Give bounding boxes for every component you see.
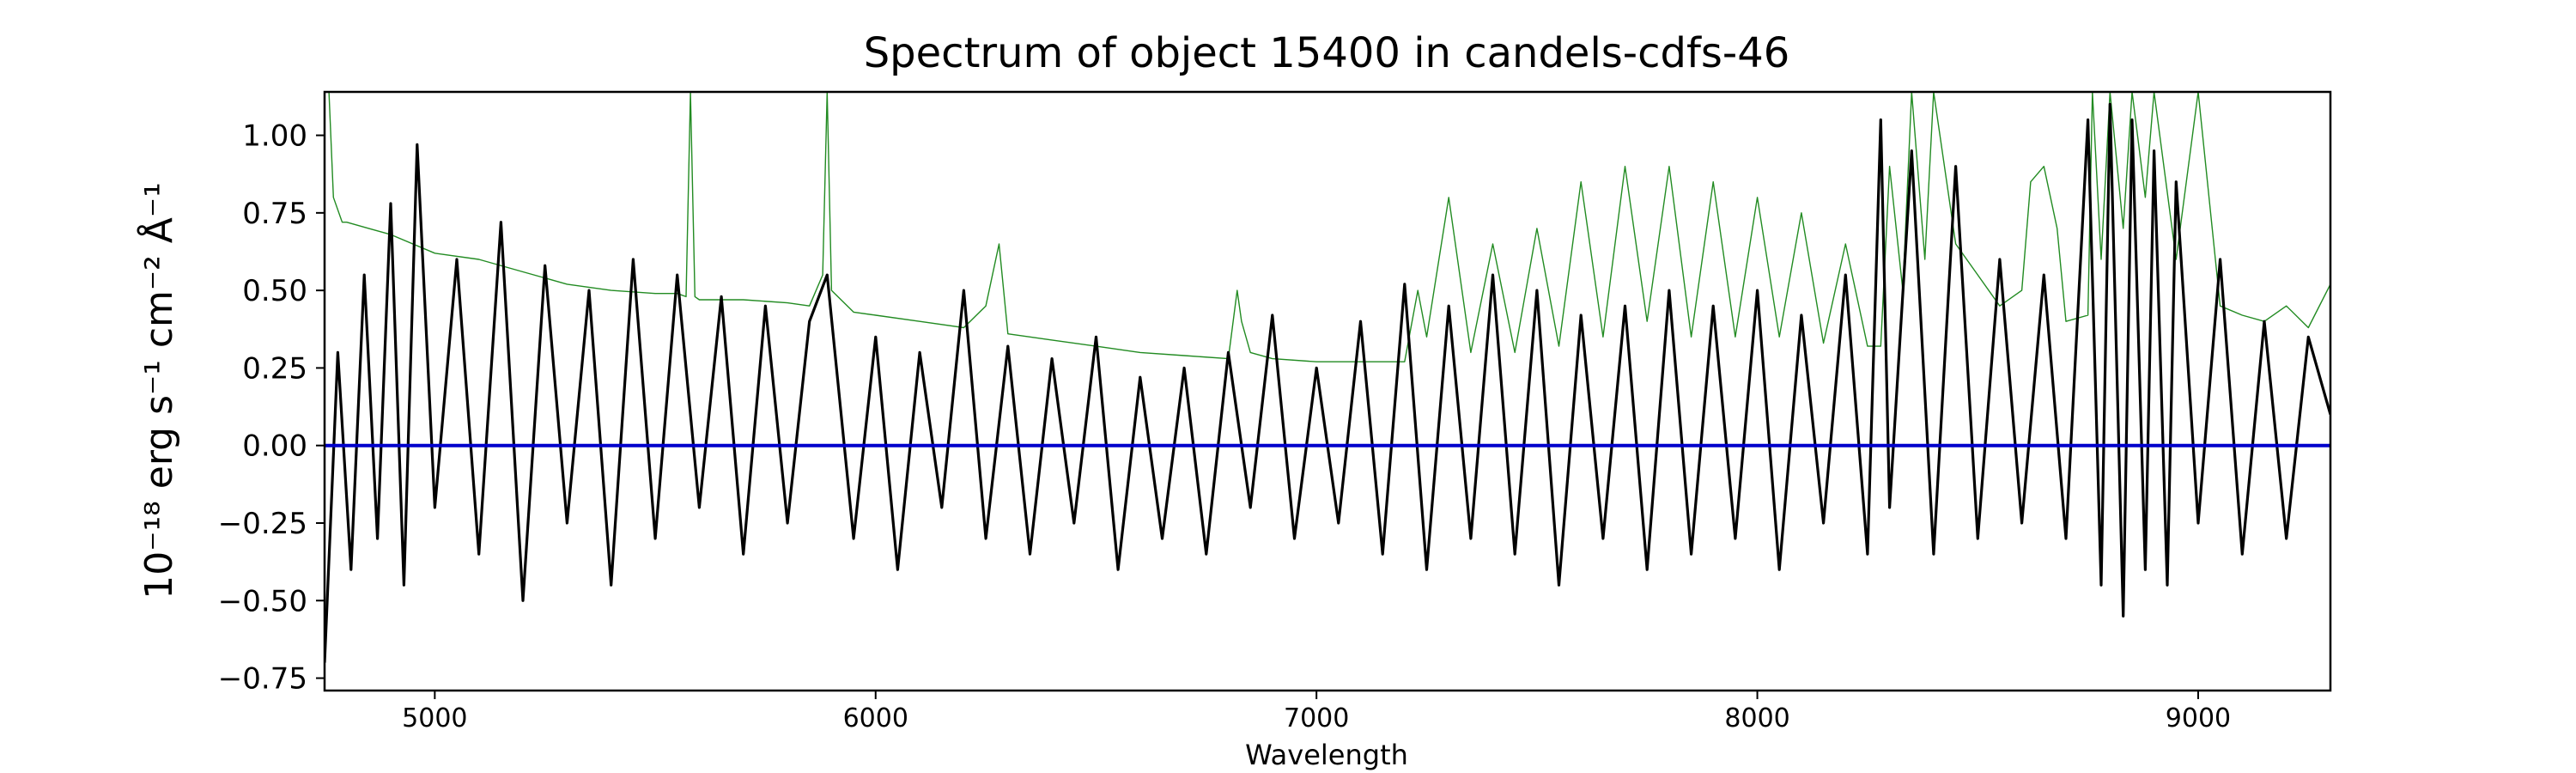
plot-area (323, 90, 2332, 692)
x-tick-label: 6000 (843, 703, 908, 733)
x-tick-label: 8000 (1724, 703, 1789, 733)
y-tick-label: 0.00 (242, 429, 307, 464)
series-layer (325, 92, 2330, 663)
x-tick-label: 7000 (1284, 703, 1349, 733)
x-axis: 5000 6000 7000 8000 9000 (402, 691, 2231, 733)
y-tick-label: 0.25 (242, 351, 307, 386)
plot-frame (323, 90, 2332, 692)
y-tick-label: −0.75 (218, 662, 307, 697)
x-tick-label: 9000 (2166, 703, 2231, 733)
flux-series-line (325, 102, 2330, 663)
y-tick-label: 0.50 (242, 274, 307, 308)
y-axis-label: 10⁻¹⁸ erg s⁻¹ cm⁻² Å⁻¹ (136, 182, 181, 599)
chart-title: Spectrum of object 15400 in candels-cdfs… (864, 29, 1790, 77)
y-tick-label: 0.75 (242, 197, 307, 231)
y-tick-label: −0.50 (218, 584, 307, 618)
y-tick-label: 1.00 (242, 119, 307, 154)
y-axis: −0.75 −0.50 −0.25 0.00 0.25 0.50 0.75 1.00 (218, 119, 325, 697)
y-tick-label: −0.25 (218, 507, 307, 541)
x-tick-label: 5000 (402, 703, 467, 733)
error-series-line (325, 92, 2330, 362)
x-axis-label: Wavelength (1245, 739, 1408, 771)
